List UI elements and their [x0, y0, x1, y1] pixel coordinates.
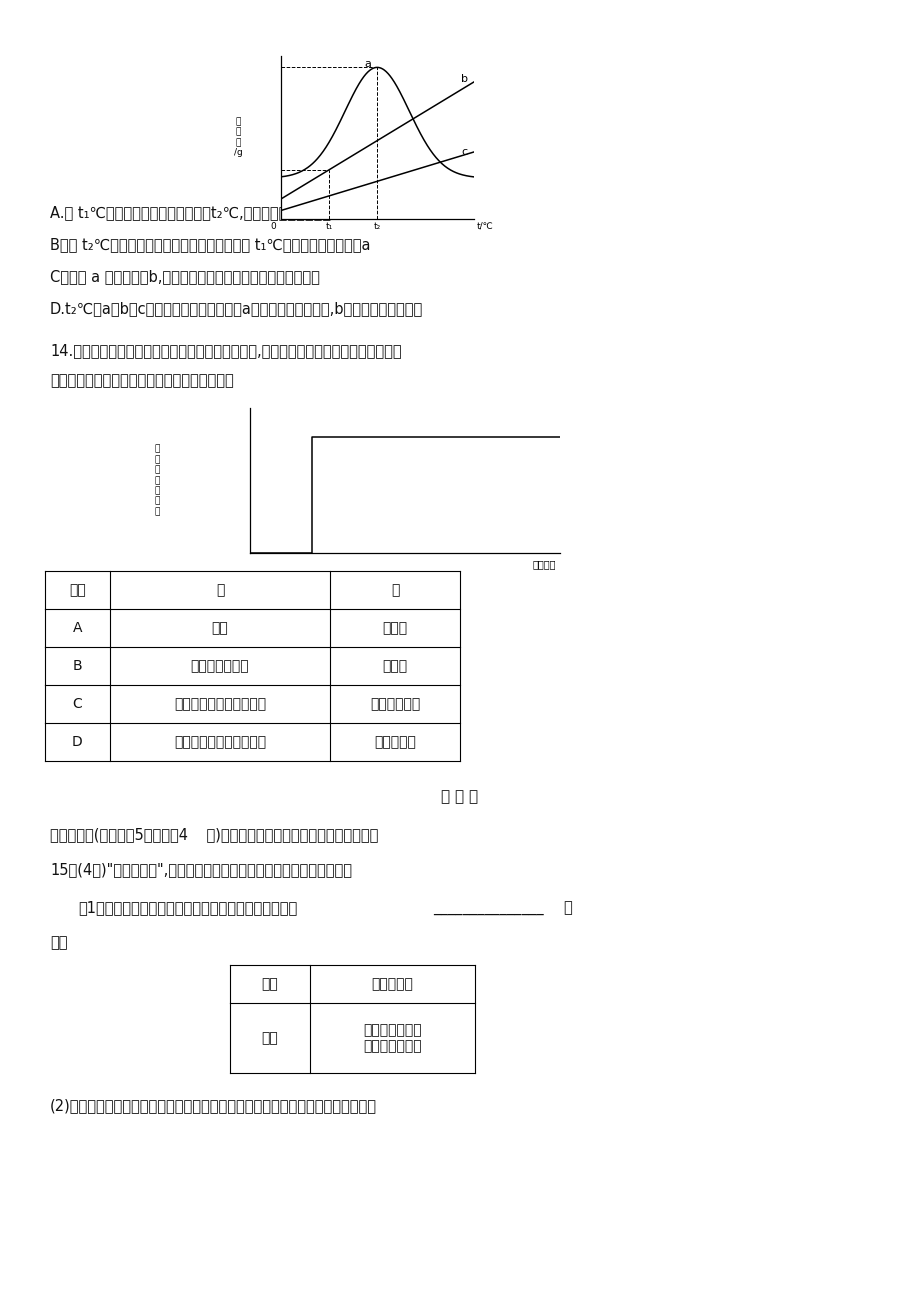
Text: a: a: [364, 59, 370, 69]
Text: 盐酸和稀硫酸的混合溶液: 盐酸和稀硫酸的混合溶液: [174, 736, 266, 749]
Text: t₂: t₂: [373, 221, 380, 230]
Text: 副食: 副食: [261, 1031, 278, 1046]
Text: 溶
解
度
/g: 溶 解 度 /g: [233, 117, 243, 158]
Text: （1）下表是小明制定的食谱单，在食谱中含有营养素有: （1）下表是小明制定的食谱单，在食谱中含有营养素有: [78, 900, 297, 915]
Text: 二、填空题(本大题有5小题，割4    分)。请把下列各题的正确答案填写在横线上: 二、填空题(本大题有5小题，割4 分)。请把下列各题的正确答案填写在横线上: [50, 827, 378, 842]
Text: 沉
淠
或
气
体
质
量: 沉 淠 或 气 体 质 量: [154, 445, 160, 516]
Text: 加入乙的质量关系，能用下图所示曲线表示的是: 加入乙的质量关系，能用下图所示曲线表示的是: [50, 372, 233, 388]
Text: 14.向下表的甲物质中逐滴加入相应的乙溶液至过量,反应过程中生成气体或沉淠的质量与: 14.向下表的甲物质中逐滴加入相应的乙溶液至过量,反应过程中生成气体或沉淠的质量…: [50, 342, 402, 358]
Text: D: D: [72, 736, 83, 749]
Text: t/℃: t/℃: [476, 221, 494, 230]
Text: 甲: 甲: [216, 583, 224, 598]
Text: _______________: _______________: [433, 900, 543, 915]
Text: 序号: 序号: [69, 583, 85, 598]
Text: b: b: [460, 74, 467, 83]
Text: c: c: [460, 147, 467, 158]
Text: 稀盐酸: 稀盐酸: [382, 659, 407, 673]
Text: 硫酸和氯化铜的混合溶液: 硫酸和氯化铜的混合溶液: [174, 697, 266, 711]
Text: 铜、锶的混合物: 铜、锶的混合物: [190, 659, 249, 673]
Text: 15．(4分)"民以食为天",人类生命活动所需的各种营养素主要来自食物。: 15．(4分)"民以食为天",人类生命活动所需的各种营养素主要来自食物。: [50, 862, 352, 878]
Text: B．把 t₂℃等质量的三种物质的饱和溶液降温到 t₁℃，晶体析出最多的是a: B．把 t₂℃等质量的三种物质的饱和溶液降温到 t₁℃，晶体析出最多的是a: [50, 237, 370, 253]
Text: 稀硫酸: 稀硫酸: [382, 621, 407, 635]
Text: A: A: [73, 621, 82, 635]
Text: B: B: [73, 659, 82, 673]
Text: C．物质 a 中混有少量b,采用冷却热饱和溶液的方法进行结晶提纯: C．物质 a 中混有少量b,采用冷却热饱和溶液的方法进行结晶提纯: [50, 270, 320, 284]
Text: 主食: 主食: [261, 976, 278, 991]
Text: (2)考虑到各种营养成分的均衡搭配，你认为小明制定的食谱中还缺乏的一种营养素: (2)考虑到各种营养成分的均衡搭配，你认为小明制定的食谱中还缺乏的一种营养素: [50, 1098, 377, 1113]
Text: 乙: 乙: [391, 583, 399, 598]
Text: 第 二 卷: 第 二 卷: [441, 789, 478, 805]
Text: 氢氧化鑃溶液: 氢氧化鑃溶液: [369, 697, 420, 711]
Text: 氯化顔溶液: 氯化顔溶液: [374, 736, 415, 749]
Text: 等。: 等。: [50, 935, 67, 950]
Text: A.把 t₁℃三种物质的饱和溶液升温到t₂℃,溶液都变为不饱和溶液: A.把 t₁℃三种物质的饱和溶液升温到t₂℃,溶液都变为不饱和溶液: [50, 204, 331, 220]
Text: 铁粉: 铁粉: [211, 621, 228, 635]
Text: 烧鸡块、煎鸡蛋
红烧肉、豆腑汤: 烧鸡块、煎鸡蛋 红烧肉、豆腑汤: [363, 1023, 421, 1053]
Text: 、: 、: [562, 900, 571, 915]
Text: 乙的质量: 乙的质量: [532, 560, 556, 569]
Text: 米饭、馒头: 米饭、馒头: [371, 976, 413, 991]
Text: t₁: t₁: [325, 221, 332, 230]
Text: C: C: [73, 697, 83, 711]
Text: D.t₂℃时a、b、c三种物质的饱和溶液中，a的溶质质量分数最大,b的溶质质量分数最小: D.t₂℃时a、b、c三种物质的饱和溶液中，a的溶质质量分数最大,b的溶质质量分…: [50, 301, 423, 316]
Text: 0: 0: [269, 221, 276, 230]
